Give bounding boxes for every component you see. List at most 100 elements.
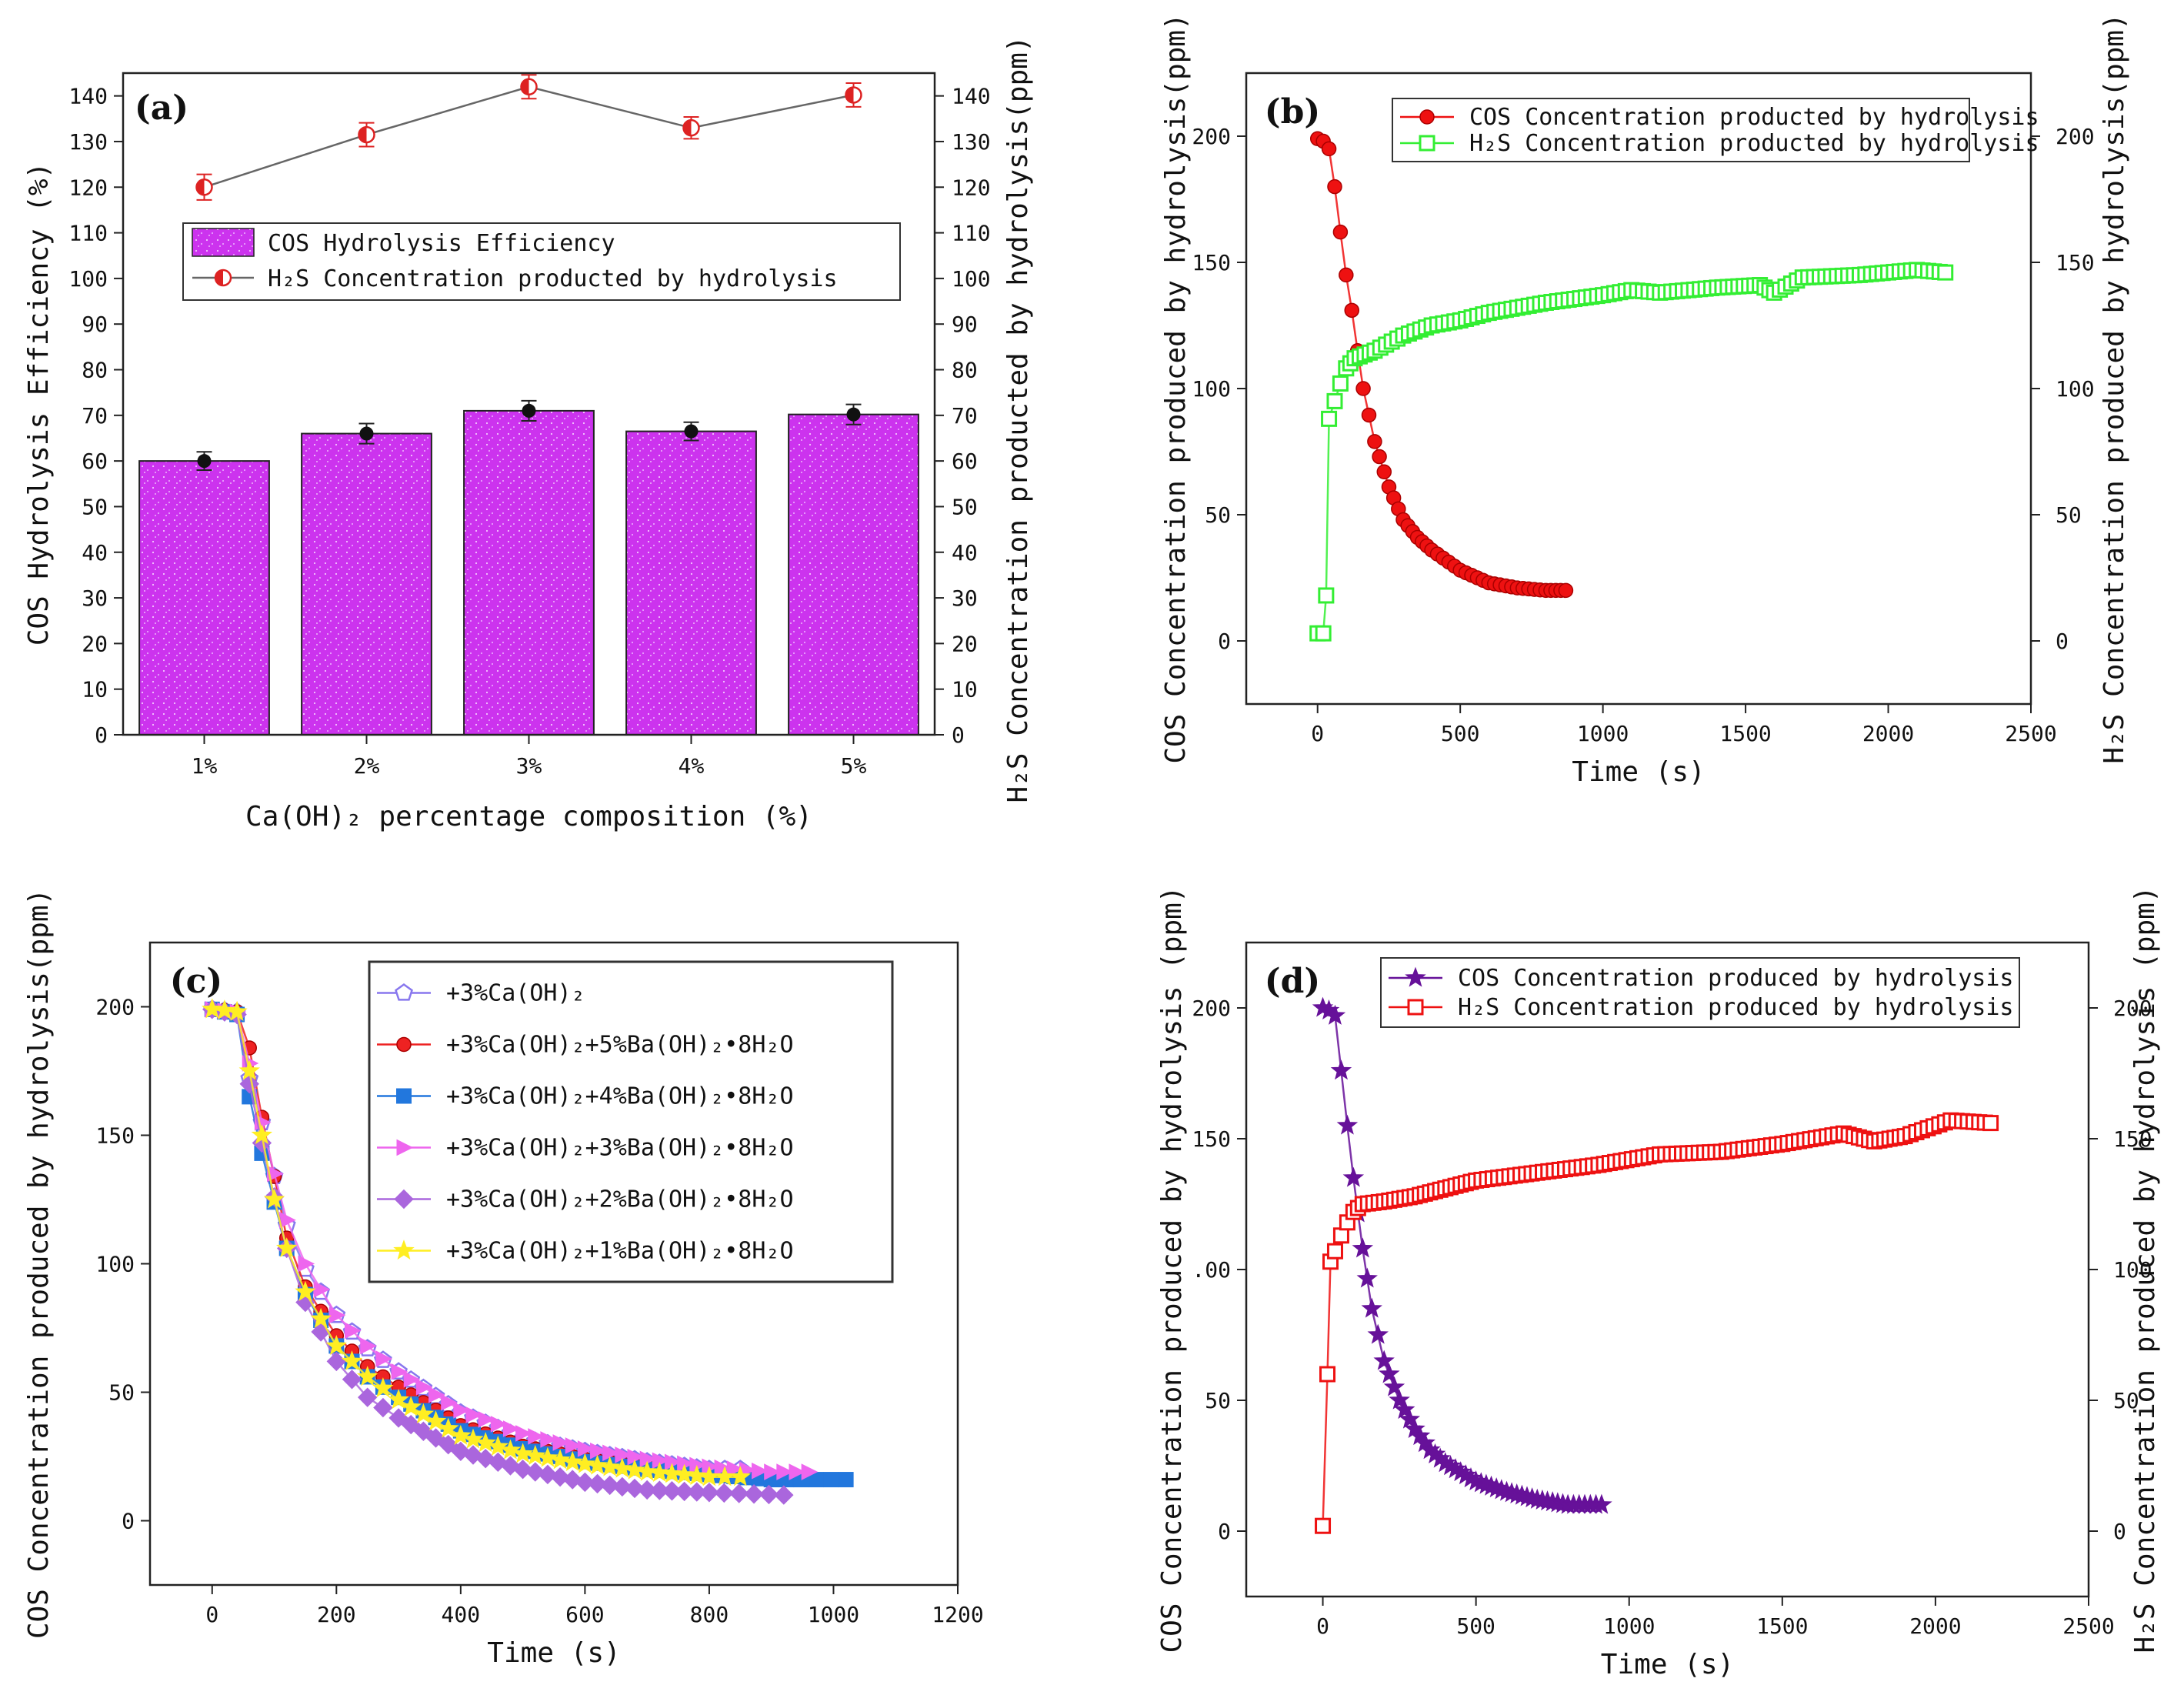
legend-box	[1380, 957, 2020, 1028]
xtick-label: 5%	[841, 753, 867, 779]
xtick-label: 200	[317, 1602, 356, 1627]
ytick-label: 0	[1218, 629, 1231, 654]
data-point	[549, 1449, 571, 1470]
legend-label: +3%Ca(OH)₂+2%Ba(OH)₂•8H₂O	[446, 1186, 794, 1213]
data-point	[1435, 1452, 1456, 1473]
legend-label: +3%Ca(OH)₂+4%Ba(OH)₂•8H₂O	[446, 1083, 794, 1110]
ytick-label: 150	[1192, 1126, 1231, 1152]
data-point	[1332, 224, 1349, 240]
data-point	[1450, 1461, 1472, 1482]
ytick-label-right: 10	[952, 677, 978, 702]
data-point	[1326, 392, 1343, 409]
data-point	[425, 1410, 447, 1431]
legend-marker	[395, 983, 413, 1001]
data-point	[450, 1424, 472, 1445]
legend-marker-half	[215, 270, 223, 285]
legend-label: +3%Ca(OH)₂	[446, 980, 585, 1007]
data-point	[1591, 1493, 1612, 1514]
data-point	[662, 1481, 682, 1501]
data-point	[388, 1408, 408, 1428]
data-point	[202, 998, 223, 1019]
ytick-label: .00	[1192, 1257, 1231, 1283]
legend-box	[182, 222, 901, 301]
legend-label: H₂S Concentration producted by hydrolysi…	[268, 265, 838, 292]
data-point	[801, 1463, 819, 1480]
data-point	[661, 1463, 683, 1483]
xtick-label: 0	[1316, 1613, 1329, 1639]
xtick-label: 1000	[1603, 1613, 1655, 1639]
data-point	[744, 1484, 764, 1504]
legend-label: +3%Ca(OH)₂+3%Ba(OH)₂•8H₂O	[446, 1135, 794, 1162]
legend-label: +3%Ca(OH)₂+5%Ba(OH)₂•8H₂O	[446, 1032, 794, 1059]
data-point	[400, 1396, 422, 1416]
panel-label: (c)	[170, 962, 222, 1001]
data-point	[403, 1370, 421, 1388]
data-point	[673, 1463, 695, 1484]
data-point	[1318, 587, 1335, 604]
panel-a: 0 0 10 10 20 20 30 30 40 40 50 50 60 60 70 70 80 80 90 90 10…	[23, 36, 1034, 833]
xtick-label: 400	[442, 1602, 481, 1627]
ytick-label-right: 90	[952, 312, 978, 337]
data-point	[565, 1437, 582, 1454]
ytick-label-right: 20	[952, 631, 978, 656]
legend-marker	[1419, 109, 1435, 125]
data-point	[1361, 1297, 1382, 1318]
data-point	[487, 1435, 509, 1456]
xtick-label: 1200	[932, 1602, 983, 1627]
ytick-label: 70	[82, 403, 108, 429]
data-point	[525, 1444, 546, 1465]
data-point	[612, 1476, 632, 1497]
data-point	[375, 1350, 393, 1367]
ytick-label-right: 100	[2113, 1257, 2152, 1283]
data-point	[752, 1462, 769, 1480]
data-point	[251, 1124, 273, 1145]
data-point	[615, 1446, 632, 1463]
bar-5pct	[788, 413, 919, 736]
ytick-label: 60	[82, 449, 108, 474]
data-point	[415, 1379, 433, 1396]
legend-label: H₂S Concentration produced by hydrolysis	[1458, 994, 2013, 1021]
ytick-label-right: 100	[952, 266, 991, 292]
data-point	[774, 1485, 794, 1505]
xtick-label: 2000	[1862, 721, 1914, 746]
data-point	[1460, 1466, 1482, 1488]
data-point	[637, 1480, 657, 1500]
ytick-label-right: 140	[952, 84, 991, 109]
ytick-label-right: 100	[2056, 376, 2095, 402]
data-point	[625, 1478, 645, 1499]
data-point	[1344, 302, 1359, 319]
ytick-label: 130	[68, 129, 108, 155]
data-point	[214, 999, 235, 1020]
data-point	[1937, 264, 1954, 281]
data-point	[275, 1237, 298, 1258]
ytick-label-right: 150	[2056, 250, 2095, 275]
data-point	[823, 1472, 839, 1488]
ytick-label-right: 50	[952, 494, 978, 519]
ytick-label: 140	[68, 84, 108, 109]
data-point	[328, 1306, 346, 1324]
data-point	[612, 1457, 633, 1478]
data-point	[1445, 1458, 1466, 1479]
ytick-label-right: 200	[2056, 124, 2095, 149]
panel-label: (a)	[135, 88, 188, 128]
legend: +3%Ca(OH)₂ +3%Ca(OH)₂+5%Ba(OH)₂•8H₂O +3%Ca…	[368, 960, 894, 1283]
data-point	[401, 1414, 421, 1435]
ytick-label: 90	[82, 312, 108, 337]
data-point	[528, 1428, 545, 1445]
ytick-label: 80	[82, 358, 108, 383]
ytick-label: 20	[82, 631, 108, 656]
data-point	[298, 1255, 315, 1273]
ytick-label-right: 0	[2056, 629, 2069, 654]
bar-point	[197, 454, 212, 469]
data-point	[1355, 381, 1371, 396]
data-point	[357, 1387, 378, 1407]
xtick-label: 500	[1456, 1613, 1495, 1639]
series-5	[202, 998, 752, 1486]
legend-label: COS Concentration producted by hydrolysi…	[1469, 104, 2039, 131]
ytick-label-right: 40	[952, 540, 978, 566]
data-point	[649, 1461, 671, 1483]
data-point	[627, 1448, 645, 1466]
data-point	[1342, 1166, 1365, 1187]
xtick-label: 0	[205, 1602, 218, 1627]
